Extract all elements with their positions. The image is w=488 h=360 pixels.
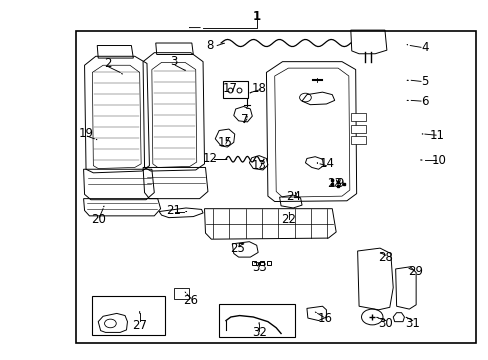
Text: 2: 2 [104, 57, 111, 70]
Text: 32: 32 [251, 326, 266, 339]
Bar [173, 288, 189, 299]
Text: 28: 28 [378, 251, 392, 264]
Bar [92, 296, 164, 335]
Text: 30: 30 [378, 317, 392, 330]
Text: 31: 31 [405, 317, 419, 330]
Text: 33: 33 [251, 261, 266, 274]
Text: 29: 29 [407, 265, 422, 278]
Bar [350, 136, 366, 144]
Text: 9: 9 [335, 177, 343, 190]
Bar [219, 304, 294, 337]
Text: 25: 25 [229, 242, 244, 255]
Bar [350, 125, 366, 133]
Text: 13: 13 [251, 159, 266, 172]
Text: 6: 6 [420, 95, 428, 108]
Text: 17: 17 [222, 82, 237, 95]
Bar [76, 31, 475, 343]
Text: 10: 10 [431, 154, 446, 167]
Text: 4: 4 [420, 41, 428, 54]
Text: 15: 15 [217, 136, 232, 149]
Bar [350, 113, 366, 121]
Text: 26: 26 [183, 294, 198, 307]
Text: 3: 3 [170, 55, 177, 68]
Text: 27: 27 [132, 319, 147, 332]
Text: 23: 23 [326, 177, 342, 190]
Text: 18: 18 [251, 82, 266, 95]
Text: 21: 21 [166, 204, 181, 217]
Text: 22: 22 [280, 213, 295, 226]
Text: 19: 19 [79, 127, 93, 140]
Text: 16: 16 [317, 311, 332, 325]
Text: 8: 8 [206, 39, 214, 52]
Text: 12: 12 [203, 152, 218, 165]
Text: 5: 5 [420, 75, 427, 88]
Text: 20: 20 [91, 213, 105, 226]
Text: 11: 11 [429, 129, 444, 142]
Text: 7: 7 [240, 113, 248, 126]
Text: 14: 14 [319, 157, 334, 170]
Text: 24: 24 [285, 190, 300, 203]
Bar [222, 81, 247, 98]
Text: 1: 1 [252, 10, 260, 23]
